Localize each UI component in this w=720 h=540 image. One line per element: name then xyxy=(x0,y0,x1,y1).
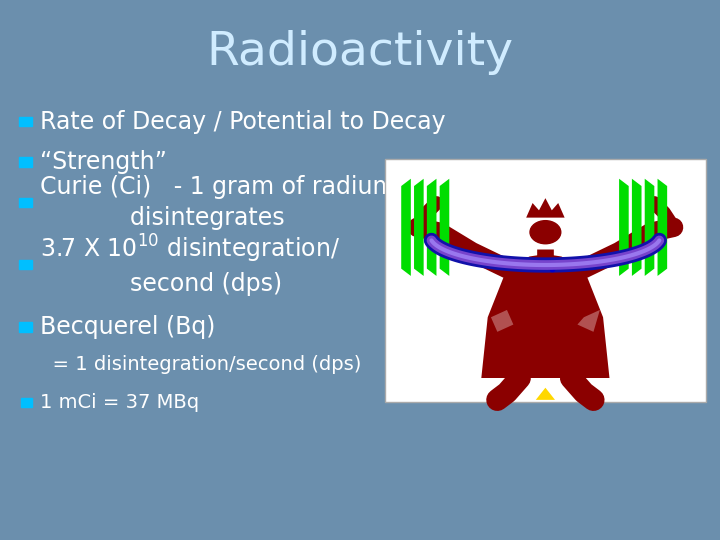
Bar xyxy=(19,157,32,167)
Polygon shape xyxy=(632,179,642,276)
Polygon shape xyxy=(440,179,449,276)
Bar xyxy=(385,159,706,402)
Polygon shape xyxy=(657,179,667,276)
Polygon shape xyxy=(526,198,564,218)
Text: Curie (Ci)   - 1 gram of radium
            disintegrates: Curie (Ci) - 1 gram of radium disintegra… xyxy=(40,175,395,230)
Text: Becquerel (Bq): Becquerel (Bq) xyxy=(40,315,215,339)
Bar xyxy=(21,398,32,407)
Text: = 1 disintegration/second (dps): = 1 disintegration/second (dps) xyxy=(40,355,361,374)
Bar xyxy=(19,322,32,332)
Polygon shape xyxy=(619,179,629,276)
Bar xyxy=(19,260,32,269)
Polygon shape xyxy=(577,310,600,332)
Bar xyxy=(19,198,32,207)
Text: 1 mCi = 37 MBq: 1 mCi = 37 MBq xyxy=(40,393,199,412)
Bar xyxy=(19,117,32,126)
Polygon shape xyxy=(427,179,436,276)
Text: “Strength”: “Strength” xyxy=(40,150,166,174)
Polygon shape xyxy=(644,179,654,276)
Polygon shape xyxy=(491,310,513,332)
Text: Radioactivity: Radioactivity xyxy=(207,30,513,75)
Circle shape xyxy=(530,221,561,244)
Polygon shape xyxy=(414,179,423,276)
Polygon shape xyxy=(482,254,609,378)
Polygon shape xyxy=(401,179,411,276)
Text: 3.7 X 10$^{10}$ disintegration/
            second (dps): 3.7 X 10$^{10}$ disintegration/ second (… xyxy=(40,233,340,296)
Text: Rate of Decay / Potential to Decay: Rate of Decay / Potential to Decay xyxy=(40,110,445,133)
Polygon shape xyxy=(536,388,555,400)
